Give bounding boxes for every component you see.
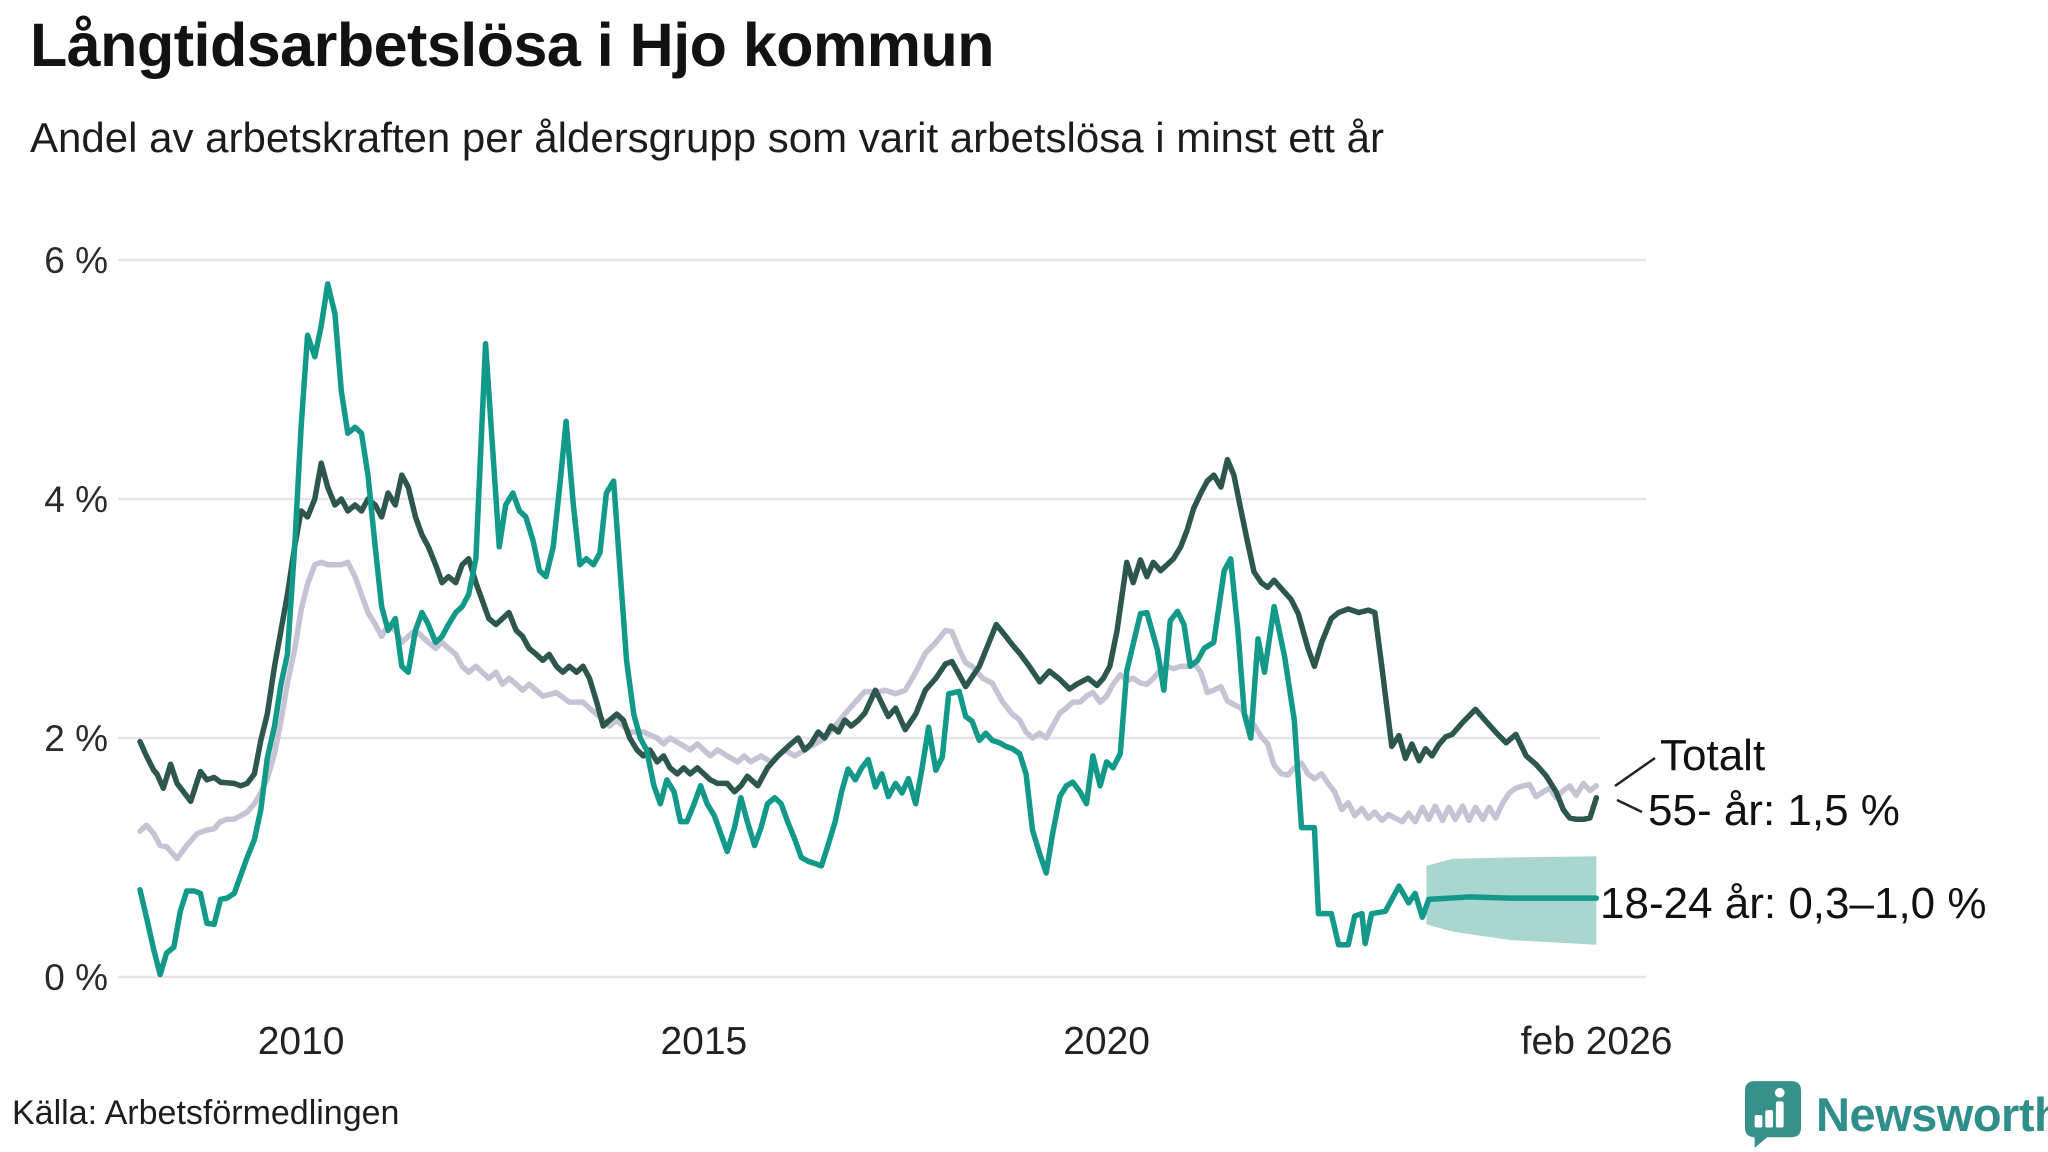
series-label-totalt: Totalt — [1660, 731, 1766, 780]
source-note: Källa: Arbetsförmedlingen — [12, 1094, 400, 1132]
leader-line-55-ar — [1616, 798, 1643, 814]
series-line-55--år — [137, 456, 1600, 823]
page-title: Långtidsarbetslösa i Hjo kommun — [30, 11, 995, 79]
page-subtitle: Andel av arbetskraften per åldersgrupp s… — [30, 114, 1384, 161]
x-tick-label-feb-2026: feb 2026 — [1521, 1020, 1673, 1063]
y-tick-label-0: 0 % — [44, 957, 108, 998]
leader-line-totalt — [1614, 756, 1656, 788]
newsworthy-logo-icon — [1744, 1081, 1802, 1148]
x-tick-label-2020: 2020 — [1063, 1020, 1150, 1063]
y-tick-label-4: 4 % — [44, 479, 108, 520]
series-line-Totalt — [137, 559, 1600, 862]
series-label-55-ar: 55- år: 1,5 % — [1648, 786, 1900, 835]
newsworthy-brand: Newsworthy — [1744, 1080, 2048, 1148]
y-tick-label-6: 6 % — [44, 240, 108, 281]
x-tick-label-2010: 2010 — [258, 1020, 345, 1063]
newsworthy-logo-text: Newsworthy — [1816, 1087, 2048, 1141]
series-label-18-24-ar: 18-24 år: 0,3–1,0 % — [1600, 879, 1987, 928]
x-tick-label-2015: 2015 — [660, 1020, 747, 1063]
y-tick-label-2: 2 % — [44, 718, 108, 759]
series-line-18-24-år — [137, 281, 1600, 978]
